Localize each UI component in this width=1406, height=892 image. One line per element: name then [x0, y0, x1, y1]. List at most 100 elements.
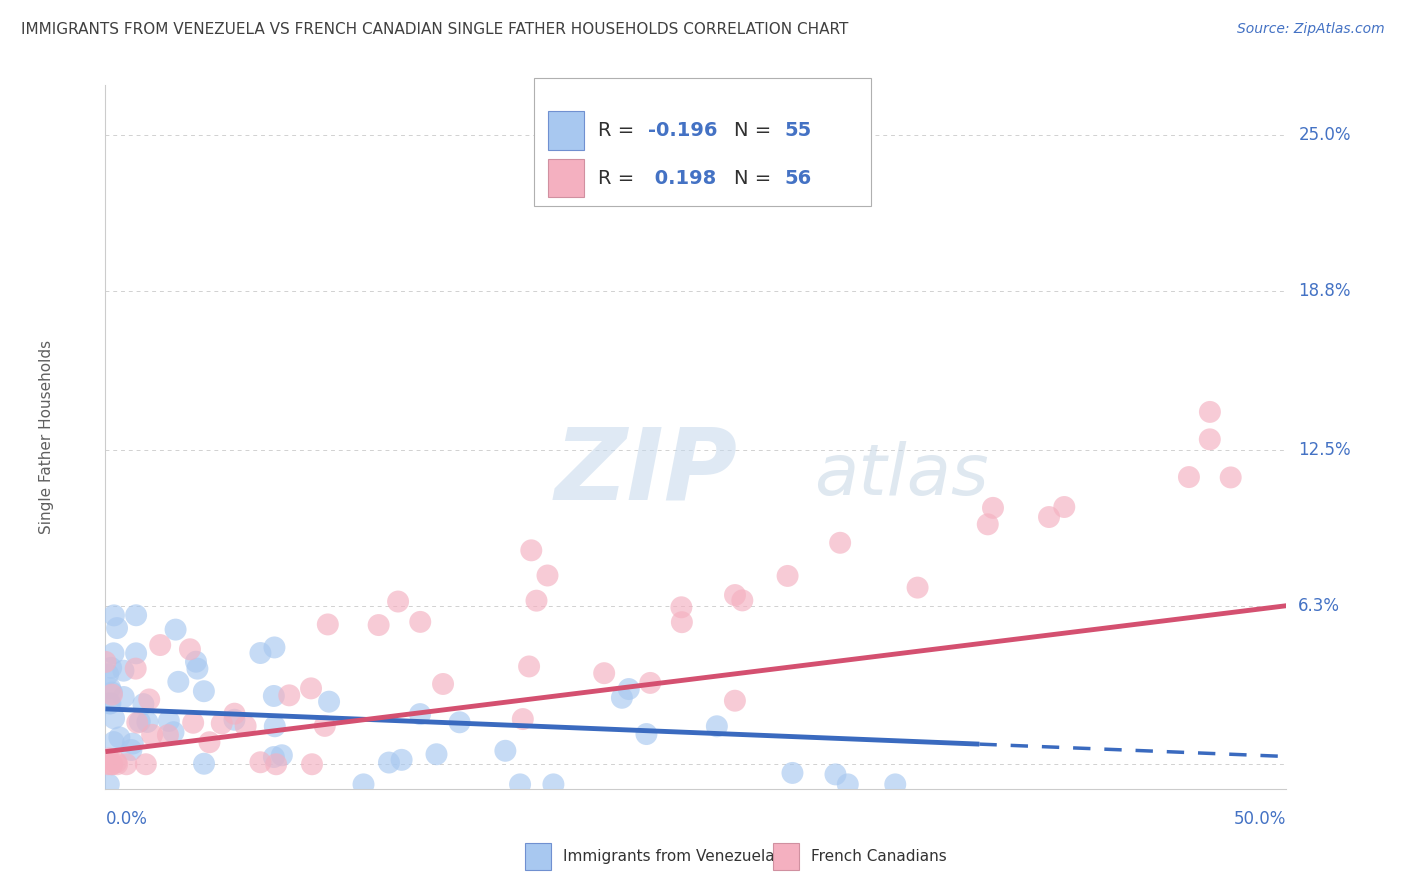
Bar [548, 111, 583, 150]
Text: 50.0%: 50.0% [1234, 810, 1286, 828]
Point [193, 756, 215, 771]
Point [128, 714, 150, 729]
Point [100, 757, 122, 772]
Text: 25.0%: 25.0% [1298, 126, 1351, 145]
Text: 56: 56 [785, 169, 811, 187]
Point [97, 777, 120, 791]
Point [270, 748, 292, 763]
Point [671, 600, 693, 615]
Point [103, 735, 125, 749]
Point [299, 681, 322, 696]
Point [100, 661, 122, 675]
Point [184, 655, 207, 669]
Point [125, 646, 148, 660]
Point [512, 712, 534, 726]
Point [186, 662, 208, 676]
Point [127, 715, 149, 730]
Point [593, 666, 616, 681]
Point [1199, 405, 1222, 419]
Point [165, 623, 187, 637]
Point [391, 753, 413, 767]
Point [103, 646, 125, 660]
Point [97, 757, 120, 772]
Point [263, 640, 285, 655]
Point [162, 725, 184, 739]
Point [636, 727, 658, 741]
Text: 18.8%: 18.8% [1298, 282, 1351, 300]
Point [884, 777, 907, 791]
Text: R =: R = [598, 120, 641, 140]
Point [193, 684, 215, 698]
Point [378, 756, 401, 770]
Point [617, 681, 640, 696]
Point [782, 766, 804, 780]
Point [301, 757, 323, 772]
Point [97, 751, 120, 765]
Point [211, 716, 233, 731]
Text: 6.3%: 6.3% [1298, 597, 1340, 615]
Point [278, 689, 301, 703]
Bar [773, 843, 799, 870]
Point [263, 719, 285, 733]
Point [731, 593, 754, 607]
Point [387, 594, 409, 608]
Point [610, 690, 633, 705]
Point [108, 731, 131, 745]
Point [101, 685, 124, 699]
Point [724, 694, 747, 708]
Point [981, 500, 1004, 515]
Point [1178, 470, 1201, 484]
Point [1038, 510, 1060, 524]
Text: atlas: atlas [814, 442, 988, 510]
Point [517, 659, 540, 673]
Text: Immigrants from Venezuela: Immigrants from Venezuela [562, 849, 775, 863]
Point [224, 706, 246, 721]
Point [907, 581, 929, 595]
Point [112, 690, 135, 704]
Text: 0.198: 0.198 [648, 169, 716, 187]
Point [830, 536, 852, 550]
Point [314, 719, 336, 733]
Point [494, 744, 516, 758]
Text: IMMIGRANTS FROM VENEZUELA VS FRENCH CANADIAN SINGLE FATHER HOUSEHOLDS CORRELATIO: IMMIGRANTS FROM VENEZUELA VS FRENCH CANA… [21, 22, 848, 37]
Point [94, 655, 117, 669]
Text: R =: R = [598, 169, 641, 187]
Point [112, 664, 135, 678]
Point [316, 617, 339, 632]
Point [105, 756, 128, 770]
Point [432, 677, 454, 691]
Point [167, 674, 190, 689]
Point [543, 777, 565, 791]
Point [100, 697, 122, 711]
Point [115, 757, 138, 772]
Point [837, 777, 859, 791]
Point [526, 593, 548, 607]
Bar [524, 843, 551, 870]
Point [638, 676, 661, 690]
Point [135, 757, 157, 772]
Bar [548, 159, 583, 197]
Point [449, 715, 471, 730]
Text: -0.196: -0.196 [648, 120, 717, 140]
Point [425, 747, 447, 762]
Point [318, 695, 340, 709]
Point [103, 608, 125, 623]
Point [520, 543, 543, 558]
Point [157, 714, 180, 728]
Point [98, 697, 121, 711]
Point [409, 707, 432, 722]
Point [263, 689, 285, 703]
Text: 0.0%: 0.0% [105, 810, 148, 828]
Point [141, 728, 163, 742]
Text: Single Father Households: Single Father Households [39, 340, 53, 534]
Point [264, 757, 287, 772]
Point [105, 621, 128, 635]
Text: N =: N = [734, 120, 778, 140]
Point [181, 715, 204, 730]
Point [156, 728, 179, 742]
Point [1219, 470, 1241, 484]
Point [1198, 433, 1220, 447]
Point [263, 750, 285, 764]
Point [367, 618, 389, 632]
Text: 12.5%: 12.5% [1298, 441, 1351, 458]
